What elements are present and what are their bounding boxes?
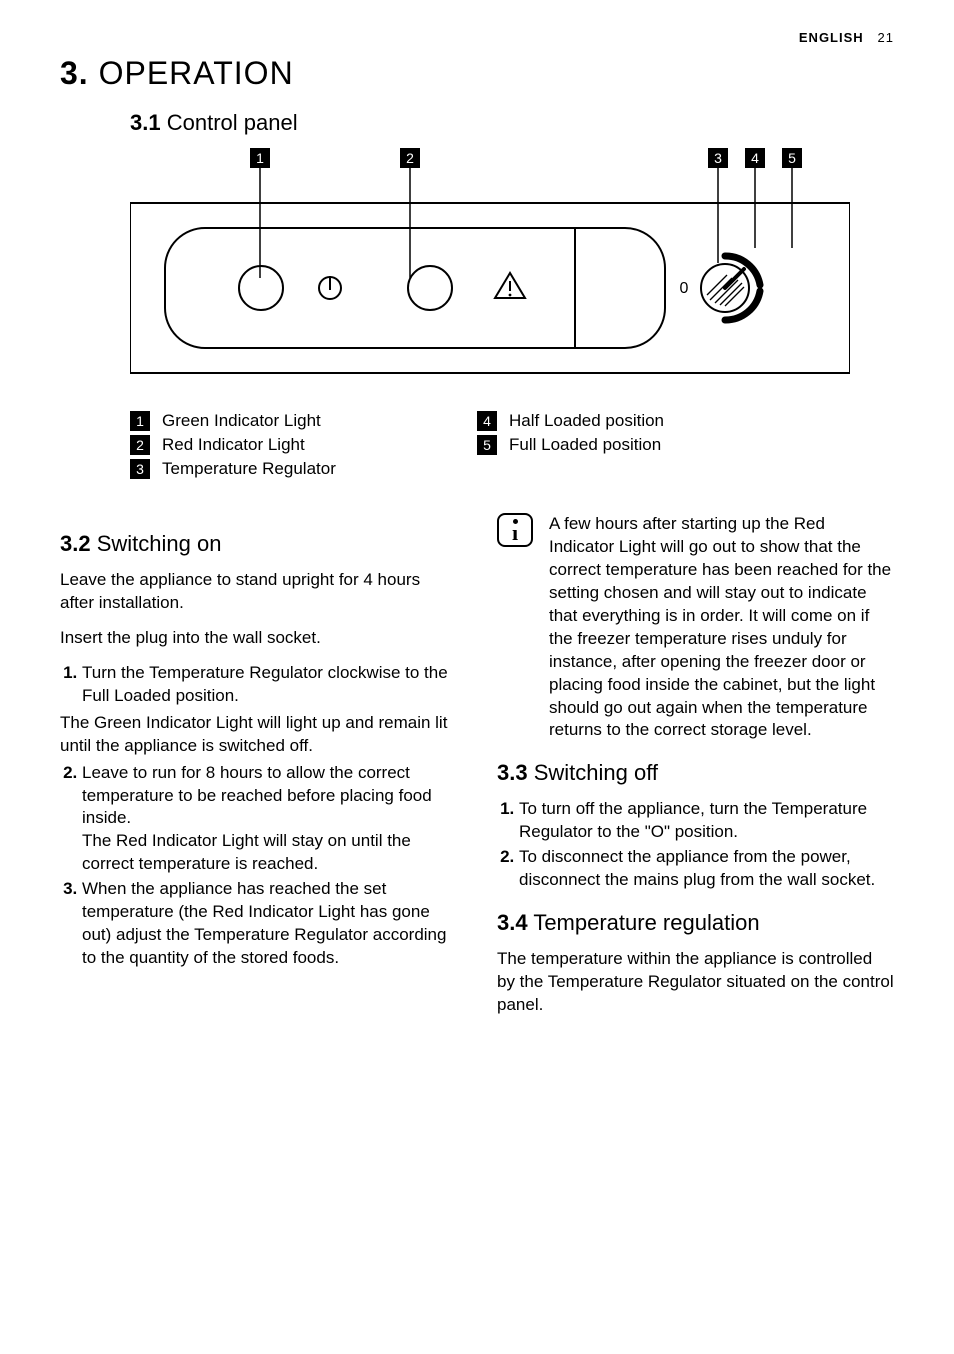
legend-badge: 5 [477,435,497,455]
svg-text:3: 3 [714,150,722,166]
header-page-number: 21 [878,30,894,45]
legend-label: Full Loaded position [509,435,661,455]
legend-label: Half Loaded position [509,411,664,431]
svg-text:4: 4 [751,150,759,166]
section-title: 3. OPERATION [60,55,894,92]
legend-item: 5 Full Loaded position [477,435,894,455]
legend-badge: 4 [477,411,497,431]
subsection-3-2: 3.2 Switching on [60,531,457,557]
paragraph: The Green Indicator Light will light up … [60,712,457,758]
info-note: ı A few hours after starting up the Red … [497,513,894,742]
legend-badge: 1 [130,411,150,431]
svg-text:2: 2 [406,150,414,166]
svg-text:0: 0 [680,280,689,297]
list-item: When the appliance has reached the set t… [82,878,457,970]
section-title-text: OPERATION [99,55,294,91]
legend-label: Green Indicator Light [162,411,321,431]
legend-item: 3 Temperature Regulator [130,459,477,479]
svg-text:5: 5 [788,150,796,166]
paragraph: The temperature within the appliance is … [497,948,894,1017]
page-header: ENGLISH 21 [60,30,894,45]
list-item: To disconnect the appliance from the pow… [519,846,894,892]
info-text: A few hours after starting up the Red In… [549,513,894,742]
legend-badge: 2 [130,435,150,455]
subsection-3-1: 3.1 Control panel [60,110,894,136]
paragraph: Insert the plug into the wall socket. [60,627,457,650]
list-item: Turn the Temperature Regulator clockwise… [82,662,457,758]
paragraph: Leave the appliance to stand upright for… [60,569,457,615]
legend-item: 4 Half Loaded position [477,411,894,431]
legend: 1 Green Indicator Light 2 Red Indicator … [60,411,894,483]
info-icon: ı [497,513,533,547]
legend-item: 1 Green Indicator Light [130,411,477,431]
list-item: Leave to run for 8 hours to allow the co… [82,762,457,877]
legend-badge: 3 [130,459,150,479]
legend-label: Temperature Regulator [162,459,336,479]
legend-label: Red Indicator Light [162,435,305,455]
subsection-3-4: 3.4 Temperature regulation [497,910,894,936]
list-item: To turn off the appliance, turn the Temp… [519,798,894,844]
svg-text:1: 1 [256,150,264,166]
legend-item: 2 Red Indicator Light [130,435,477,455]
subsection-3-3: 3.3 Switching off [497,760,894,786]
ordered-list: Turn the Temperature Regulator clockwise… [60,662,457,970]
header-language: ENGLISH [799,30,864,45]
ordered-list: To turn off the appliance, turn the Temp… [497,798,894,892]
section-number: 3. [60,55,89,91]
control-panel-diagram: 1 2 3 4 5 0 [130,148,894,393]
